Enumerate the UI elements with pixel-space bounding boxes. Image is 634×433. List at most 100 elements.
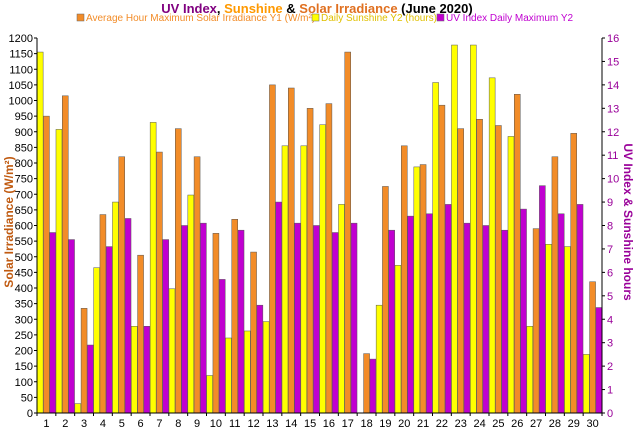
legend-label-uv: UV Index Daily Maximum Y2 — [446, 13, 574, 24]
bar-uv-day-6 — [143, 326, 151, 414]
bar-uv-day-9 — [200, 222, 207, 414]
y-tick-label-left: 1200 — [9, 33, 33, 45]
bar-irradiance-day-27 — [532, 228, 540, 414]
bar-uv-day-26 — [520, 208, 527, 414]
bar-irradiance-day-28 — [551, 156, 559, 414]
y-axis-label-right: UV Index & Sunshine hours — [621, 143, 634, 301]
bar-sunshine-day-1 — [36, 51, 44, 414]
bar-sunshine-day-23 — [451, 44, 458, 414]
bar-sunshine-day-16 — [319, 124, 326, 414]
bar-irradiance-day-2 — [62, 95, 69, 414]
bar-sunshine-day-21 — [413, 166, 421, 414]
bar-irradiance-day-25 — [495, 125, 502, 414]
y-tick-label-left: 1000 — [9, 96, 33, 108]
y-tick-label-left: 300 — [15, 314, 33, 326]
bar-irradiance-day-26 — [514, 94, 521, 414]
legend: Average Hour Maximum Solar Irradiance Y1… — [76, 13, 574, 24]
y-tick-label-right: 4 — [607, 314, 613, 326]
bar-irradiance-day-18 — [363, 353, 370, 414]
y-tick-label-left: 550 — [15, 236, 33, 248]
bar-irradiance-day-11 — [231, 219, 238, 414]
bar-irradiance-day-12 — [250, 251, 257, 414]
y-tick-label-right: 6 — [607, 267, 613, 279]
bar-uv-day-28 — [557, 213, 565, 414]
title-uv: UV Index — [161, 1, 217, 16]
x-tick-label: 19 — [379, 418, 391, 430]
y-tick-label-left: 850 — [15, 142, 33, 154]
bar-sunshine-day-19 — [375, 304, 383, 414]
bar-irradiance-day-17 — [344, 51, 351, 414]
bar-uv-day-11 — [237, 229, 245, 414]
bar-sunshine-day-20 — [394, 265, 402, 414]
y-tick-label-right: 12 — [607, 127, 619, 139]
bar-irradiance-day-29 — [570, 133, 577, 414]
y-tick-label-left: 800 — [15, 158, 33, 170]
y-tick-label-right: 16 — [607, 33, 619, 45]
bar-uv-day-24 — [482, 225, 490, 414]
legend-swatch-sunshine — [311, 13, 320, 22]
bar-irradiance-day-14 — [288, 87, 295, 414]
bar-irradiance-day-23 — [457, 128, 464, 414]
bar-sunshine-day-10 — [206, 375, 213, 414]
x-tick-label: 9 — [194, 418, 200, 430]
y-axis-label-left: Solar Irradiance (W/m²) — [2, 156, 16, 287]
bar-uv-day-5 — [124, 218, 132, 414]
bar-irradiance-day-22 — [438, 104, 446, 414]
plot-area: 0501001502002503003504004505005506006507… — [9, 33, 620, 430]
x-tick-label: 7 — [156, 418, 162, 430]
x-tick-label: 24 — [473, 418, 485, 430]
y-tick-label-left: 950 — [15, 111, 33, 123]
y-tick-label-left: 400 — [15, 283, 33, 295]
x-tick-label: 26 — [511, 418, 523, 430]
y-tick-label-left: 200 — [15, 346, 33, 358]
bar-irradiance-day-7 — [156, 151, 163, 414]
bar-uv-day-17 — [350, 222, 358, 414]
bar-sunshine-day-15 — [300, 145, 308, 414]
bar-sunshine-day-12 — [244, 330, 251, 414]
x-tick-label: 23 — [455, 418, 467, 430]
bar-irradiance-day-3 — [80, 308, 88, 414]
bar-sunshine-day-4 — [93, 267, 100, 414]
y-tick-label-left: 650 — [15, 205, 33, 217]
bar-sunshine-day-27 — [526, 326, 534, 414]
y2-label-uv: UV Index — [621, 143, 634, 195]
y-tick-label-left: 500 — [15, 252, 33, 264]
bar-sunshine-day-9 — [187, 194, 195, 414]
bar-irradiance-day-6 — [137, 254, 144, 414]
y-tick-label-left: 1150 — [9, 49, 33, 61]
x-tick-label: 30 — [586, 418, 598, 430]
bar-sunshine-day-26 — [507, 136, 515, 414]
y-tick-label-right: 2 — [607, 361, 613, 373]
x-tick-label: 17 — [342, 418, 354, 430]
x-tick-label: 6 — [138, 418, 144, 430]
x-tick-label: 25 — [492, 418, 504, 430]
y-tick-label-right: 7 — [607, 244, 613, 256]
bar-sunshine-day-24 — [470, 44, 477, 414]
chart-title: UV Index, Sunshine & Solar Irradiance (J… — [161, 1, 472, 16]
bar-irradiance-day-15 — [306, 108, 314, 414]
bar-uv-day-2 — [68, 239, 75, 414]
y-tick-label-right: 10 — [607, 174, 619, 186]
bar-uv-day-4 — [105, 246, 113, 414]
x-tick-label: 15 — [304, 418, 316, 430]
bar-uv-day-18 — [369, 358, 377, 414]
y-tick-label-left: 600 — [15, 221, 33, 233]
bar-sunshine-day-25 — [488, 77, 496, 414]
bar-sunshine-day-14 — [281, 145, 289, 414]
bar-uv-day-14 — [294, 222, 301, 414]
bar-uv-day-1 — [49, 232, 56, 414]
bar-uv-day-22 — [444, 204, 452, 414]
y-tick-label-left: 100 — [15, 377, 33, 389]
bar-irradiance-day-24 — [476, 119, 483, 414]
x-tick-label: 16 — [323, 418, 335, 430]
title-date: (June 2020) — [398, 1, 473, 16]
y-tick-label-left: 150 — [15, 361, 33, 373]
x-tick-label: 20 — [398, 418, 410, 430]
y-tick-label-left: 0 — [27, 408, 33, 420]
legend-swatch-uv — [436, 13, 445, 22]
bar-sunshine-day-29 — [564, 246, 571, 414]
title-sep1: , — [217, 1, 224, 16]
legend-label-sunshine: Daily Sunshine Y2 (hours) — [321, 13, 437, 24]
y-tick-label-left: 700 — [15, 189, 33, 201]
